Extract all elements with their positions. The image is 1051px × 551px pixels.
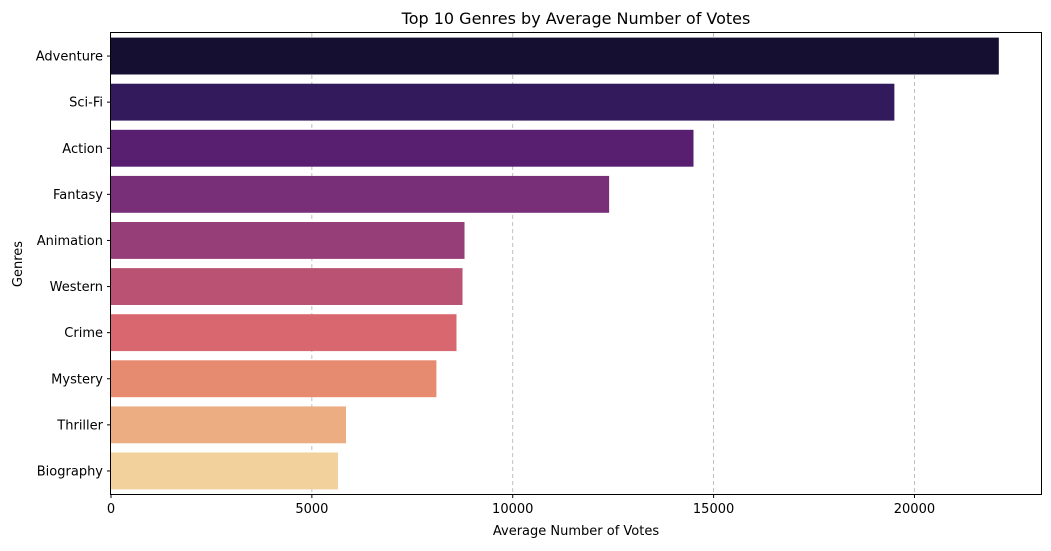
- y-tick-label: Thriller: [56, 418, 103, 433]
- y-axis-label: Genres: [11, 241, 26, 287]
- y-axis-ticks: Adventure Sci-Fi Action Fantasy Animation Wes…: [36, 50, 111, 479]
- y-tick-label: Mystery: [51, 372, 103, 387]
- bar-animation: [111, 222, 465, 259]
- x-axis-ticks: 0 5000 10000 15000 20000: [107, 494, 935, 517]
- bar-western: [111, 268, 463, 305]
- bar-biography: [111, 452, 338, 490]
- y-tick-label: Adventure: [36, 50, 103, 65]
- bar-action: [111, 129, 694, 167]
- y-tick-label: Action: [62, 142, 103, 157]
- y-tick-label: Biography: [37, 464, 104, 479]
- y-tick-label: Animation: [37, 234, 103, 249]
- bar-mystery: [111, 360, 437, 398]
- bar-fantasy: [111, 175, 610, 213]
- x-tick-label: 10000: [492, 502, 533, 517]
- y-tick-label: Sci-Fi: [69, 96, 103, 111]
- plot-frame: [110, 32, 1042, 495]
- x-axis-label: Average Number of Votes: [493, 524, 659, 539]
- bar-thriller: [111, 406, 347, 444]
- x-tick-label: 0: [107, 502, 115, 517]
- bar-crime: [111, 314, 457, 352]
- x-tick-label: 15000: [693, 502, 734, 517]
- chart-title: Top 10 Genres by Average Number of Votes: [401, 9, 751, 28]
- x-tick-label: 20000: [894, 502, 935, 517]
- y-tick-label: Crime: [64, 326, 103, 341]
- bars: [111, 37, 999, 490]
- bar-adventure: [111, 37, 999, 75]
- bar-sci-fi: [111, 83, 895, 121]
- x-tick-label: 5000: [295, 502, 328, 517]
- y-tick-label: Western: [50, 280, 103, 295]
- y-tick-label: Fantasy: [53, 188, 103, 203]
